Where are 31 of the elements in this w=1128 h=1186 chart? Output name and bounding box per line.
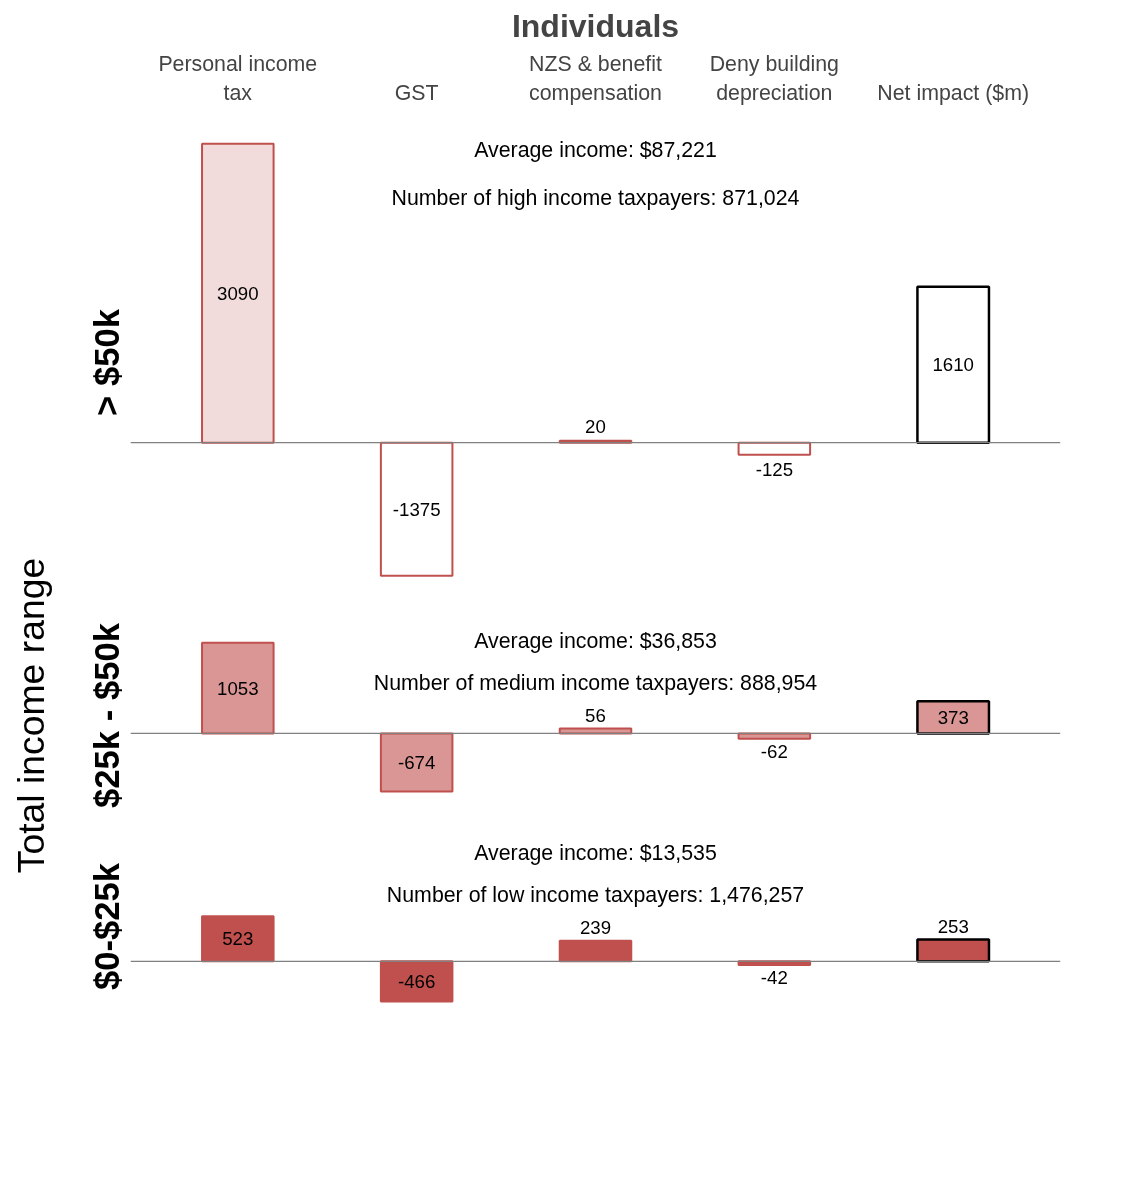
- text: > $50k: [87, 308, 126, 416]
- data-label: -42: [760, 967, 788, 989]
- chart-subtitle: $0-$25k: [87, 862, 126, 991]
- data-label: -466: [397, 970, 436, 992]
- text: Average income: $13,535: [474, 840, 717, 865]
- data-label: 56: [585, 705, 606, 727]
- annotation: Number of high income taxpayers: 871,024: [391, 185, 800, 210]
- annotation: Average income: $87,221: [474, 138, 717, 163]
- annotation: Average income: $36,853: [474, 628, 717, 653]
- x-tick-label: GST: [394, 80, 439, 105]
- data-label: 239: [579, 917, 612, 939]
- y-axis-title: Total income range: [9, 557, 52, 874]
- data-label: -674: [397, 751, 436, 773]
- x-tick-label: Personal income tax: [158, 51, 318, 105]
- data-label: 523: [222, 928, 254, 950]
- x-tick-label: Deny building depreciation: [709, 51, 839, 105]
- annotation: Number of medium income taxpayers: 888,954: [373, 670, 818, 695]
- chart-title: Individuals: [511, 7, 680, 44]
- data-label: 253: [937, 915, 969, 937]
- data-label: 3090: [217, 282, 259, 304]
- x-tick-label: Net impact ($m): [877, 80, 1030, 105]
- text: Number of low income taxpayers: 1,476,257: [386, 882, 805, 907]
- x-tick-label: NZS & benefit compensation: [529, 51, 662, 105]
- data-label: -1375: [392, 498, 441, 520]
- data-label: 20: [585, 415, 606, 437]
- data-label: 373: [937, 706, 969, 728]
- data-label: -125: [755, 458, 794, 480]
- text: $25k - $50k: [87, 622, 126, 808]
- data-label: 1053: [217, 677, 259, 699]
- data-label: 1610: [932, 354, 974, 376]
- data-label: -62: [760, 741, 788, 763]
